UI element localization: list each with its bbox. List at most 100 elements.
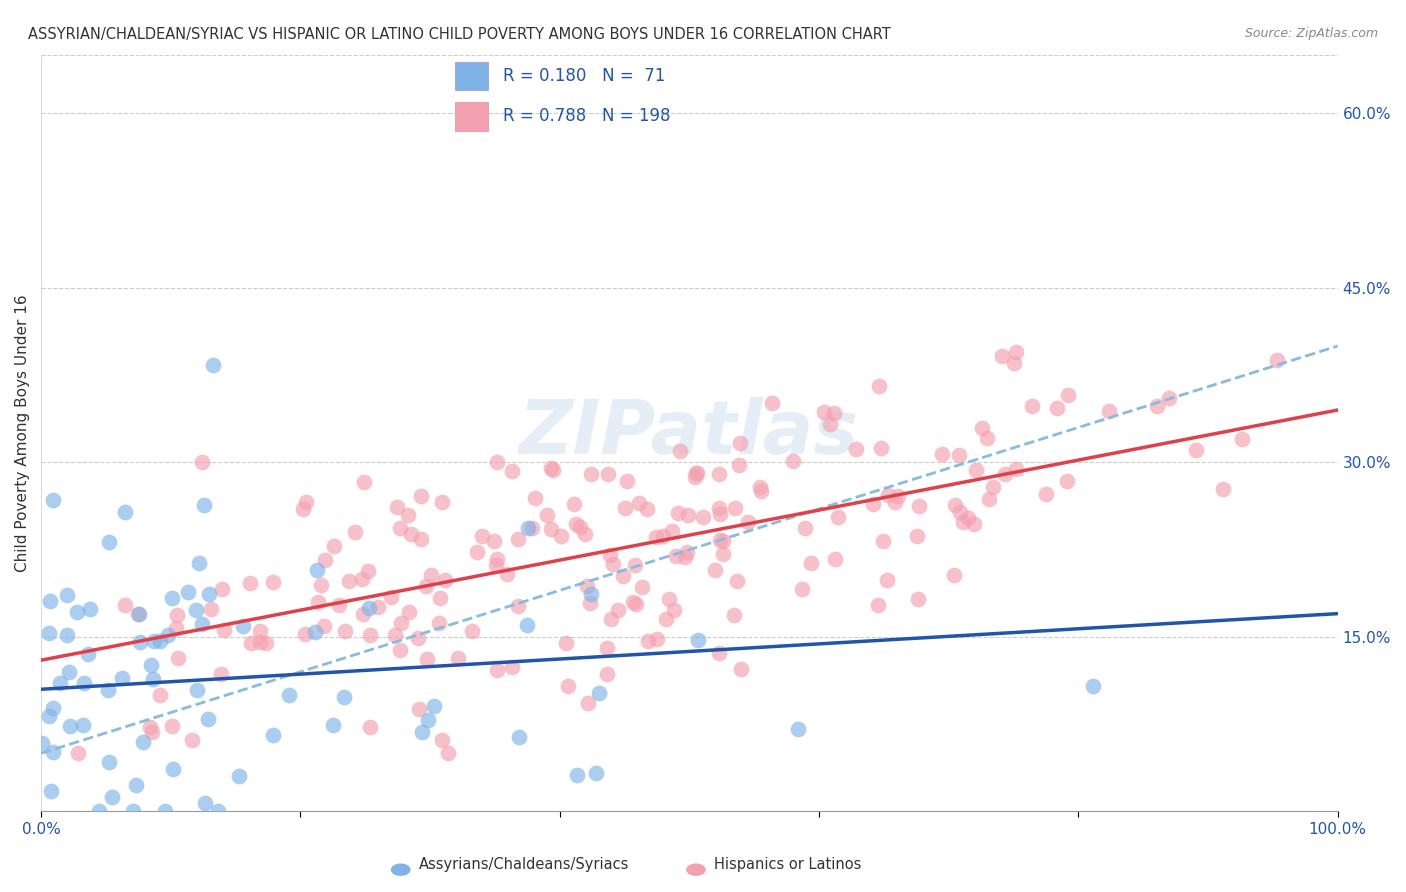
Point — [465, 545, 488, 559]
Point — [411, 489, 433, 503]
Point — [262, 728, 284, 742]
Point — [600, 612, 623, 626]
Point — [142, 633, 165, 648]
Point — [309, 578, 332, 592]
Point — [665, 549, 688, 563]
Point — [501, 464, 523, 478]
Point — [624, 558, 647, 573]
Point — [516, 521, 538, 535]
Text: R = 0.180   N =  71: R = 0.180 N = 71 — [503, 67, 665, 86]
Point — [862, 497, 884, 511]
Point — [165, 621, 187, 635]
Point — [149, 688, 172, 702]
Point — [100, 790, 122, 805]
Point — [186, 682, 208, 697]
Point — [792, 582, 814, 596]
Point — [485, 455, 508, 469]
Point — [73, 676, 96, 690]
Point — [385, 500, 408, 514]
Point — [540, 461, 562, 475]
Point — [824, 552, 846, 566]
Point — [430, 732, 453, 747]
Point — [612, 568, 634, 582]
Point — [707, 646, 730, 660]
Point — [122, 805, 145, 819]
Point — [943, 498, 966, 512]
Point — [49, 676, 72, 690]
Point — [314, 553, 336, 567]
Point — [676, 508, 699, 522]
Point — [793, 521, 815, 535]
Point — [607, 602, 630, 616]
Point — [328, 598, 350, 612]
Point — [631, 580, 654, 594]
Point — [409, 532, 432, 546]
Point — [89, 805, 111, 819]
Point — [877, 487, 900, 501]
Point — [127, 607, 149, 621]
Point — [427, 615, 450, 630]
Point — [709, 507, 731, 521]
Point — [991, 349, 1014, 363]
Point — [411, 724, 433, 739]
Point — [949, 505, 972, 519]
Point — [350, 573, 373, 587]
Point — [433, 573, 456, 587]
Point — [323, 539, 346, 553]
Point — [408, 702, 430, 716]
Point — [193, 498, 215, 512]
Point — [942, 568, 965, 582]
Point — [129, 634, 152, 648]
Point — [416, 713, 439, 727]
Point — [124, 778, 146, 792]
Point — [668, 506, 690, 520]
Point — [1046, 401, 1069, 416]
Point — [575, 579, 598, 593]
Point — [976, 430, 998, 444]
Point — [749, 480, 772, 494]
Point — [581, 467, 603, 481]
Point — [333, 690, 356, 705]
Point — [749, 483, 772, 498]
Point — [627, 496, 650, 510]
Point — [868, 379, 890, 393]
Point — [141, 658, 163, 673]
Point — [211, 582, 233, 596]
Point — [658, 592, 681, 607]
Text: Hispanics or Latinos: Hispanics or Latinos — [714, 857, 862, 872]
Point — [686, 466, 709, 480]
Point — [399, 527, 422, 541]
Point — [188, 556, 211, 570]
Point — [1098, 404, 1121, 418]
Point — [567, 768, 589, 782]
Point — [536, 508, 558, 523]
Point — [683, 470, 706, 484]
Point — [291, 502, 314, 516]
Point — [420, 568, 443, 582]
Point — [1035, 487, 1057, 501]
Point — [596, 667, 619, 681]
Point — [711, 534, 734, 549]
Point — [709, 501, 731, 516]
Point — [337, 574, 360, 588]
Point — [636, 502, 658, 516]
Point — [42, 493, 65, 508]
Point — [191, 455, 214, 469]
Point — [228, 768, 250, 782]
Point — [703, 563, 725, 577]
Point — [1021, 399, 1043, 413]
Point — [384, 628, 406, 642]
Point — [574, 526, 596, 541]
Point — [652, 529, 675, 543]
Point — [66, 606, 89, 620]
Point — [446, 651, 468, 665]
Point — [711, 547, 734, 561]
Text: ASSYRIAN/CHALDEAN/SYRIAC VS HISPANIC OR LATINO CHILD POVERTY AMONG BOYS UNDER 16: ASSYRIAN/CHALDEAN/SYRIAC VS HISPANIC OR … — [28, 27, 891, 42]
Text: Assyrians/Chaldeans/Syriacs: Assyrians/Chaldeans/Syriacs — [419, 857, 630, 872]
Point — [322, 718, 344, 732]
Point — [506, 599, 529, 614]
Point — [139, 719, 162, 733]
Point — [212, 624, 235, 638]
Text: Source: ZipAtlas.com: Source: ZipAtlas.com — [1244, 27, 1378, 40]
Point — [389, 521, 412, 535]
